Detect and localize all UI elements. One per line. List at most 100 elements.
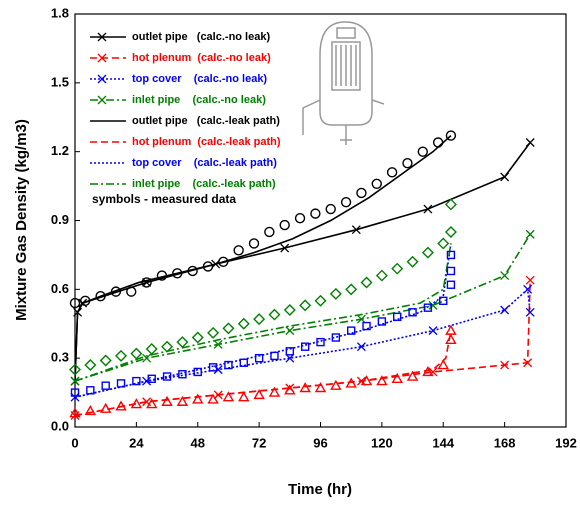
measured-point [422, 366, 434, 377]
y-tick-label: 0.9 [51, 212, 69, 227]
measured-point [314, 294, 327, 307]
measured-point [294, 213, 306, 224]
measured-point [393, 312, 402, 322]
measured-point [284, 384, 296, 395]
measured-point [356, 187, 367, 199]
measured-point [360, 375, 373, 386]
measured-point [444, 198, 457, 211]
point-marker [97, 32, 107, 42]
measured-point [80, 295, 91, 307]
point-marker [213, 365, 223, 375]
measured-point [406, 255, 419, 268]
measured-point [101, 381, 110, 390]
x-axis-title: Time (hr) [288, 481, 352, 498]
measured-point [161, 340, 174, 353]
measured-point [268, 386, 281, 397]
x-tick-label: 24 [129, 435, 144, 450]
x-tick-label: 72 [252, 435, 266, 450]
measured-point [202, 261, 214, 272]
measured-point [331, 333, 341, 342]
point-marker [500, 360, 510, 370]
point-marker [500, 172, 510, 182]
legend-label: outlet pipe (calc.-leak path) [132, 115, 280, 127]
legend-label: inlet pipe (calc.-leak path) [132, 178, 276, 190]
measured-point [191, 331, 204, 344]
measured-point [222, 322, 235, 335]
legend-label: hot plenum (calc.-leak path) [132, 136, 281, 148]
measured-point [346, 326, 356, 335]
measured-point [421, 246, 434, 259]
measured-point [310, 208, 321, 219]
measured-point [439, 296, 448, 306]
measured-point [377, 317, 387, 326]
measured-point [237, 317, 250, 330]
measured-point [283, 303, 296, 316]
measured-point [162, 372, 172, 381]
measured-point [445, 324, 457, 335]
point-marker [213, 339, 223, 349]
point-marker [428, 300, 438, 310]
measured-point [391, 262, 404, 275]
measured-point [446, 250, 456, 260]
measured-point [254, 353, 264, 363]
series-line [75, 330, 452, 417]
point-marker [500, 305, 510, 315]
measured-point [207, 393, 219, 404]
point-marker [97, 53, 107, 63]
series-line [75, 243, 452, 398]
measured-point [192, 393, 204, 404]
point-marker [280, 243, 290, 253]
measured-point [84, 359, 97, 372]
point-marker [423, 204, 433, 214]
measured-point [176, 395, 189, 406]
measured-point [330, 379, 342, 390]
measured-point [391, 372, 403, 384]
measured-point [238, 391, 250, 402]
measured-point [248, 238, 260, 249]
measured-point [146, 398, 158, 409]
point-marker [523, 358, 533, 368]
measured-point [224, 360, 233, 370]
measured-point [239, 358, 248, 367]
measured-point [193, 367, 202, 377]
measured-point [325, 203, 336, 215]
point-marker [525, 138, 535, 147]
point-marker [500, 271, 510, 281]
measured-point [69, 363, 81, 376]
series-line [75, 135, 452, 382]
point-marker [351, 225, 361, 235]
y-tick-label: 1.5 [51, 74, 69, 89]
measured-point [300, 342, 310, 351]
x-tick-label: 48 [191, 435, 205, 450]
series-line [75, 280, 531, 417]
measured-point [375, 269, 388, 282]
measured-point [178, 370, 187, 379]
measured-point [360, 276, 373, 289]
measured-point [86, 386, 95, 395]
measured-point [116, 379, 126, 388]
measured-point [130, 347, 143, 360]
measured-point [233, 245, 244, 256]
y-tick-label: 0.0 [51, 418, 69, 433]
series-line [75, 243, 452, 382]
measured-point [437, 237, 450, 250]
measured-point [115, 349, 128, 362]
measured-point [253, 388, 265, 400]
measured-point [208, 363, 218, 372]
measured-point [132, 376, 141, 386]
measured-point [376, 375, 388, 386]
x-tick-label: 0 [71, 435, 78, 450]
measured-point [110, 286, 122, 297]
x-tick-label: 96 [313, 435, 327, 450]
series-line [75, 233, 531, 382]
legend-label: inlet pipe (calc.-no leak) [132, 94, 266, 106]
point-marker [523, 284, 533, 294]
measured-point [445, 333, 457, 345]
measured-point [145, 342, 158, 355]
measured-point [126, 286, 137, 297]
measured-point [253, 313, 266, 326]
measured-point [437, 359, 449, 370]
measured-point [406, 370, 419, 381]
measured-point [345, 283, 358, 296]
measured-point [329, 287, 342, 300]
